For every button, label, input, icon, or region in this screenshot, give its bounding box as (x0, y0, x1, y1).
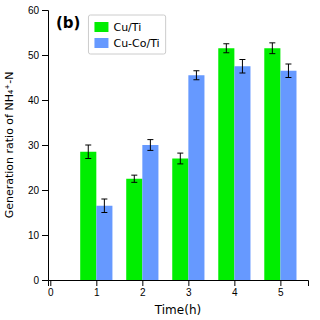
bar (188, 75, 204, 280)
tick-mark (42, 145, 48, 146)
error-bar (239, 60, 245, 74)
tick: 20 (28, 185, 48, 196)
x-axis: 0 1 2 3 4 5 (48, 280, 308, 298)
tick-mark (280, 280, 281, 286)
error-bar (193, 71, 199, 80)
tick: 3 (186, 280, 192, 298)
error-bar (223, 44, 229, 53)
tick: 60 (28, 5, 48, 16)
tick-mark (96, 280, 97, 286)
y-axis: 0 10 20 30 40 50 60 (28, 5, 49, 286)
plot: 0123450102030405060(b)Cu/TiCu-Co/Ti (28, 5, 309, 298)
bar (172, 159, 188, 281)
error-bar (285, 64, 291, 78)
error-bar (177, 153, 183, 164)
series (96, 60, 296, 281)
legend-item: Cu-Co/Ti (94, 37, 159, 50)
bar (80, 152, 96, 280)
tick-label: 0 (48, 287, 54, 298)
series (80, 43, 280, 280)
marks (80, 43, 296, 280)
tick-mark (142, 280, 143, 286)
tick: 4 (232, 280, 238, 298)
chart: 0123450102030405060(b)Cu/TiCu-Co/TiTime(… (0, 0, 320, 320)
x-axis-title: Time(h) (154, 303, 201, 317)
tick-mark (42, 55, 48, 56)
tick-label: 30 (28, 140, 40, 151)
error-bar (101, 199, 107, 213)
tick: 0 (33, 275, 48, 286)
tick: 10 (28, 230, 48, 241)
tick-label: 10 (28, 230, 40, 241)
tick: 0 (48, 280, 54, 298)
tick-label: 50 (28, 50, 40, 61)
legend-label: Cu/Ti (113, 21, 141, 34)
bar (264, 48, 280, 280)
legend-box (88, 15, 165, 54)
y-axis-title: Generation ratio of NH₄⁺-N (3, 72, 16, 219)
legend-label: Cu-Co/Ti (113, 37, 159, 50)
tick-label: 3 (186, 287, 192, 298)
tick: 30 (28, 140, 48, 151)
axis-line (42, 11, 49, 281)
error-bar (85, 145, 91, 159)
bar (234, 66, 250, 280)
tick: 1 (94, 280, 100, 298)
tick: 40 (28, 95, 48, 106)
tick-mark (234, 280, 235, 286)
tick-label: 60 (28, 5, 40, 16)
error-bar (131, 175, 137, 182)
tick-mark (50, 280, 51, 286)
bar (218, 48, 234, 280)
bar (126, 179, 142, 280)
tick: 5 (278, 280, 284, 298)
tick-mark (42, 10, 48, 11)
error-bar (269, 43, 275, 54)
tick-label: 20 (28, 185, 40, 196)
bar (280, 71, 296, 280)
tick-mark (42, 100, 48, 101)
legend-swatch (94, 38, 108, 48)
tick-label: 40 (28, 95, 40, 106)
axis-line (49, 281, 309, 287)
legend-item: Cu/Ti (94, 21, 141, 34)
tick-label: 1 (94, 287, 100, 298)
error-bar (147, 140, 153, 151)
tick-label: 4 (232, 287, 238, 298)
tick: 2 (140, 280, 146, 298)
tick-mark (42, 190, 48, 191)
tick-label: 0 (33, 275, 39, 286)
legend: Cu/Ti Cu-Co/Ti (88, 15, 165, 54)
tick-mark (42, 235, 48, 236)
tick-mark (188, 280, 189, 286)
bar (142, 145, 158, 280)
tick-mark (42, 280, 48, 281)
tick: 50 (28, 50, 48, 61)
bar (96, 206, 112, 280)
legend-swatch (94, 22, 108, 32)
tick-label: 2 (140, 287, 146, 298)
tick-label: 5 (278, 287, 284, 298)
title: (b) (56, 14, 80, 32)
